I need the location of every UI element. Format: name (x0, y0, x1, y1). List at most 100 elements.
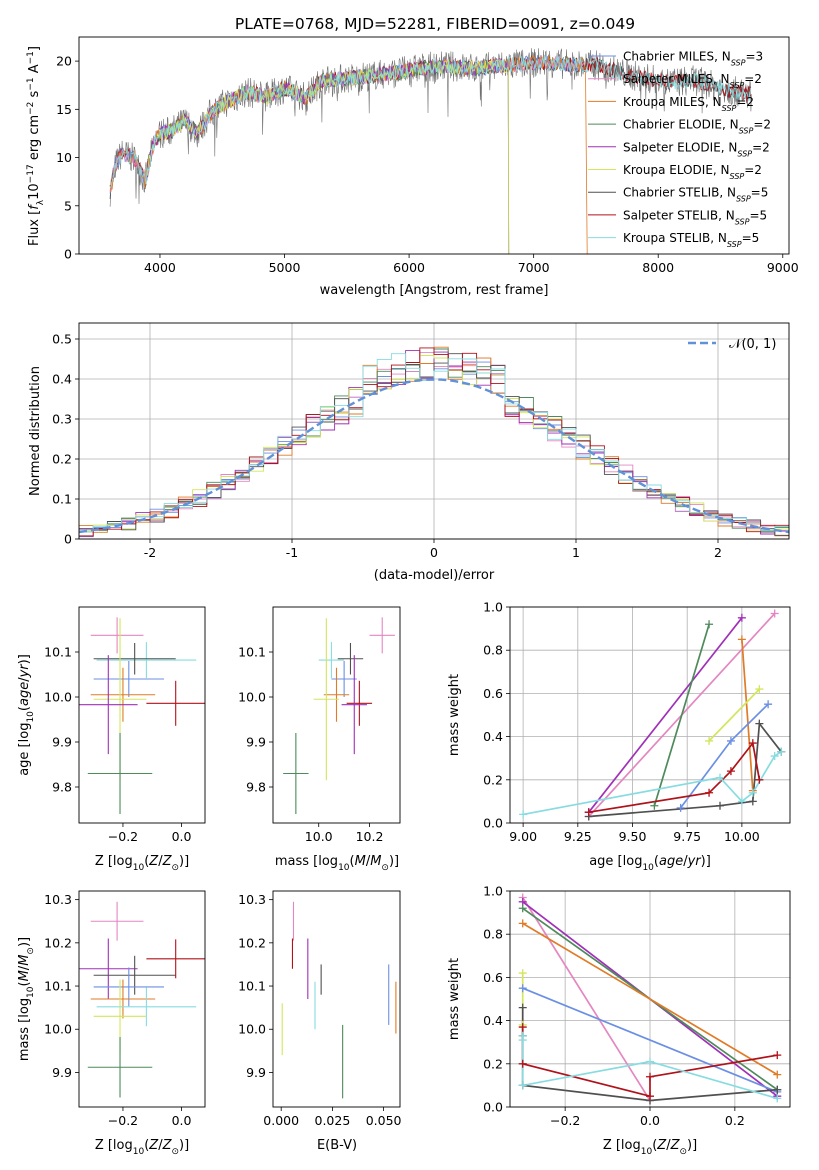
weight-marker (584, 808, 593, 817)
x-tick-label: 9.00 (509, 829, 537, 844)
label-part: ( (144, 854, 149, 869)
y-tick-label: 10.1 (44, 645, 72, 660)
weight-marker (726, 736, 735, 745)
legend-entry-sub: SSP (730, 172, 745, 181)
y-tick-label: 0.0 (483, 1100, 503, 1115)
weight-marker (650, 801, 659, 810)
weight-marker (748, 797, 757, 806)
y-tick-label: 10 (56, 150, 72, 165)
legend-entry-sub: SSP (735, 217, 750, 226)
label-part: Z (162, 854, 173, 869)
y-tick-label: 10.3 (44, 892, 72, 907)
x-axis-label: Z [log10(Z/Z⊙)] (95, 1138, 189, 1157)
x-tick-label: -2 (144, 545, 156, 560)
legend-entry: Salpeter STELIB, NSSP=5 (623, 208, 767, 226)
legend-entry-count: =5 (742, 231, 760, 245)
label-part: mass [log (275, 854, 338, 869)
x-tick-label: -1 (286, 545, 298, 560)
y-tick-label: 5 (64, 198, 72, 213)
weight-marker (518, 1023, 527, 1032)
weight-marker (773, 1085, 782, 1094)
legend-entry-name: Chabrier MILES, N (623, 50, 731, 64)
x-tick-label: 10.00 (724, 829, 760, 844)
legend-entry-sub: SSP (737, 149, 752, 158)
weight-marker (676, 803, 685, 812)
x-tick-label: 9.50 (619, 829, 647, 844)
label-part: 10 (26, 711, 36, 723)
y-tick-label: 0 (64, 247, 72, 262)
legend-entry-name: Kroupa MILES, N (623, 95, 722, 109)
label-part: )] (17, 937, 32, 947)
x-tick-label: 8000 (642, 260, 674, 275)
y-axis-label: mass weight (447, 674, 462, 756)
axes-frame (509, 890, 791, 1108)
plot-area (283, 617, 395, 814)
weight-vs-age-axes: 9.00 9.25 9.50 9.75 10.00 0.0 0.2 0.4 0.6 0.8 1.0 m… (447, 600, 791, 873)
label-part: 10 (338, 863, 350, 873)
weight-marker (646, 1057, 654, 1066)
y-tick-label: 0.0 (483, 816, 503, 831)
plot-area (79, 901, 205, 1098)
label-part: 10 (642, 863, 654, 873)
label-part: −1 (26, 51, 36, 64)
y-tick-label: 1.0 (483, 884, 503, 899)
weight-marker (737, 613, 746, 622)
weight-marker (770, 752, 779, 761)
label-part: M (355, 854, 366, 869)
x-tick-label: 0.000 (263, 1113, 299, 1128)
label-part: ] (27, 46, 42, 51)
label-part: ( (17, 706, 32, 711)
legend-entry-name: Chabrier ELODIE, N (623, 118, 739, 132)
age-vs-z-axes: −0.2 0.09.89.910.010.1Z [log10(Z/Z⊙)]age … (17, 606, 206, 873)
label-part: ⊙ (26, 947, 36, 955)
x-axis-label: Z [log10(Z/Z⊙)] (95, 854, 189, 873)
axes-frame (78, 322, 790, 540)
legend-entry-count: =2 (752, 140, 770, 154)
label-part: )] (687, 1138, 697, 1153)
legend-entry: Chabrier MILES, NSSP=3 (623, 50, 763, 68)
x-tick-label: 7000 (518, 260, 550, 275)
residuals-axes: -2 -1 0 1 2 0 0.1 0.2 0.3 0.4 0.5 𝒩(0, 1) (data-mode… (28, 322, 790, 583)
y-tick-label: 0.1 (52, 492, 72, 507)
label-part: / (158, 854, 163, 869)
y-tick-label: 0.6 (483, 686, 503, 701)
label-part: ⊙ (171, 1147, 179, 1157)
y-tick-label: 0.2 (52, 452, 72, 467)
model-spectrum (147, 58, 510, 254)
axes-frame (272, 606, 401, 824)
legend-entry-sub: SSP (739, 126, 754, 135)
y-tick-label: 9.9 (246, 735, 266, 750)
y-tick-label: 0.6 (483, 970, 503, 985)
legend-entry: 𝒩(0, 1) (729, 337, 776, 352)
label-part: Z [log (95, 854, 133, 869)
legend-entry-name: Kroupa STELIB, N (623, 231, 727, 245)
axes-frame (78, 606, 206, 824)
y-tick-label: 20 (56, 54, 72, 69)
weight-line (653, 624, 710, 806)
label-part: erg cm (27, 115, 42, 164)
weight-marker (518, 1059, 527, 1068)
label-part: ( (350, 854, 355, 869)
label-part: λ (36, 199, 46, 205)
y-tick-label: 1.0 (483, 600, 503, 615)
x-tick-label: −0.2 (108, 829, 138, 844)
legend-entry-sub: SSP (731, 58, 746, 67)
y-tick-label: 9.9 (246, 1065, 266, 1080)
label-part: 10 (133, 1147, 145, 1157)
x-tick-label: 4000 (144, 260, 176, 275)
x-axis-label: mass [log10(M/M⊙)] (275, 854, 399, 873)
weight-line (588, 617, 743, 813)
x-axis-label: (data-model)/error (374, 568, 495, 583)
y-tick-label: 0.8 (483, 643, 503, 658)
weight-marker (764, 700, 773, 709)
x-tick-label: 0.0 (172, 829, 192, 844)
x-tick-label: 0.0 (640, 1113, 660, 1128)
label-part: mass [log (17, 998, 32, 1061)
label-part: 10 (27, 183, 42, 200)
label-part: ( (144, 1138, 149, 1153)
weight-vs-z-axes: −0.2 0.0 0.2 0.0 0.2 0.4 0.6 0.8 1.0 mass weight Z… (447, 884, 791, 1157)
label-part: ( (17, 981, 32, 986)
y-tick-label: 0.5 (52, 332, 72, 347)
y-tick-label: 10.0 (44, 1022, 72, 1037)
